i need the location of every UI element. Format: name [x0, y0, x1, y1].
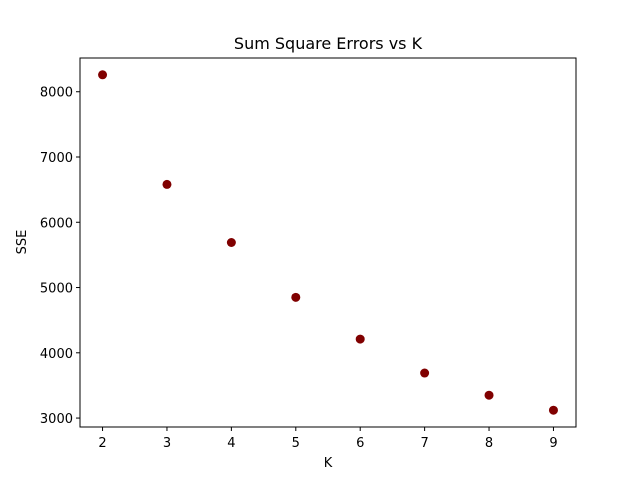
data-point [355, 334, 365, 344]
plot-area: 2 3 4 5 6 7 8 9 3000 4000 5000 6000 7000 8000 [40, 57, 577, 451]
axes-frame [79, 57, 577, 428]
data-point [226, 238, 236, 247]
data-point [420, 368, 430, 378]
x-tick-label: 5 [292, 436, 300, 451]
y-axis-label: SSE [15, 230, 30, 255]
y-tick-label: 5000 [40, 282, 73, 297]
x-tick-label: 7 [420, 436, 428, 451]
y-tick-label: 3000 [40, 412, 73, 427]
x-tick-label: 6 [356, 436, 364, 451]
chart-title: Sum Square Errors vs K [234, 34, 423, 53]
data-point [548, 405, 558, 415]
data-point [484, 390, 494, 400]
x-tick-label: 2 [98, 436, 106, 451]
x-tick-label: 8 [485, 436, 493, 451]
y-tick-label: 4000 [40, 347, 73, 362]
y-axis-ticks: 3000 4000 5000 6000 7000 8000 [40, 86, 80, 427]
y-tick-label: 8000 [40, 86, 73, 101]
x-axis-ticks: 2 3 4 5 6 7 8 9 [98, 427, 558, 451]
x-tick-label: 9 [549, 436, 557, 451]
y-tick-label: 7000 [40, 151, 73, 166]
x-axis-label: K [324, 456, 333, 471]
x-tick-label: 4 [227, 436, 235, 451]
data-point [291, 292, 301, 302]
data-points [98, 70, 558, 415]
data-point [98, 70, 108, 80]
data-point [162, 179, 172, 189]
y-tick-label: 6000 [40, 216, 73, 231]
x-tick-label: 3 [163, 436, 171, 451]
